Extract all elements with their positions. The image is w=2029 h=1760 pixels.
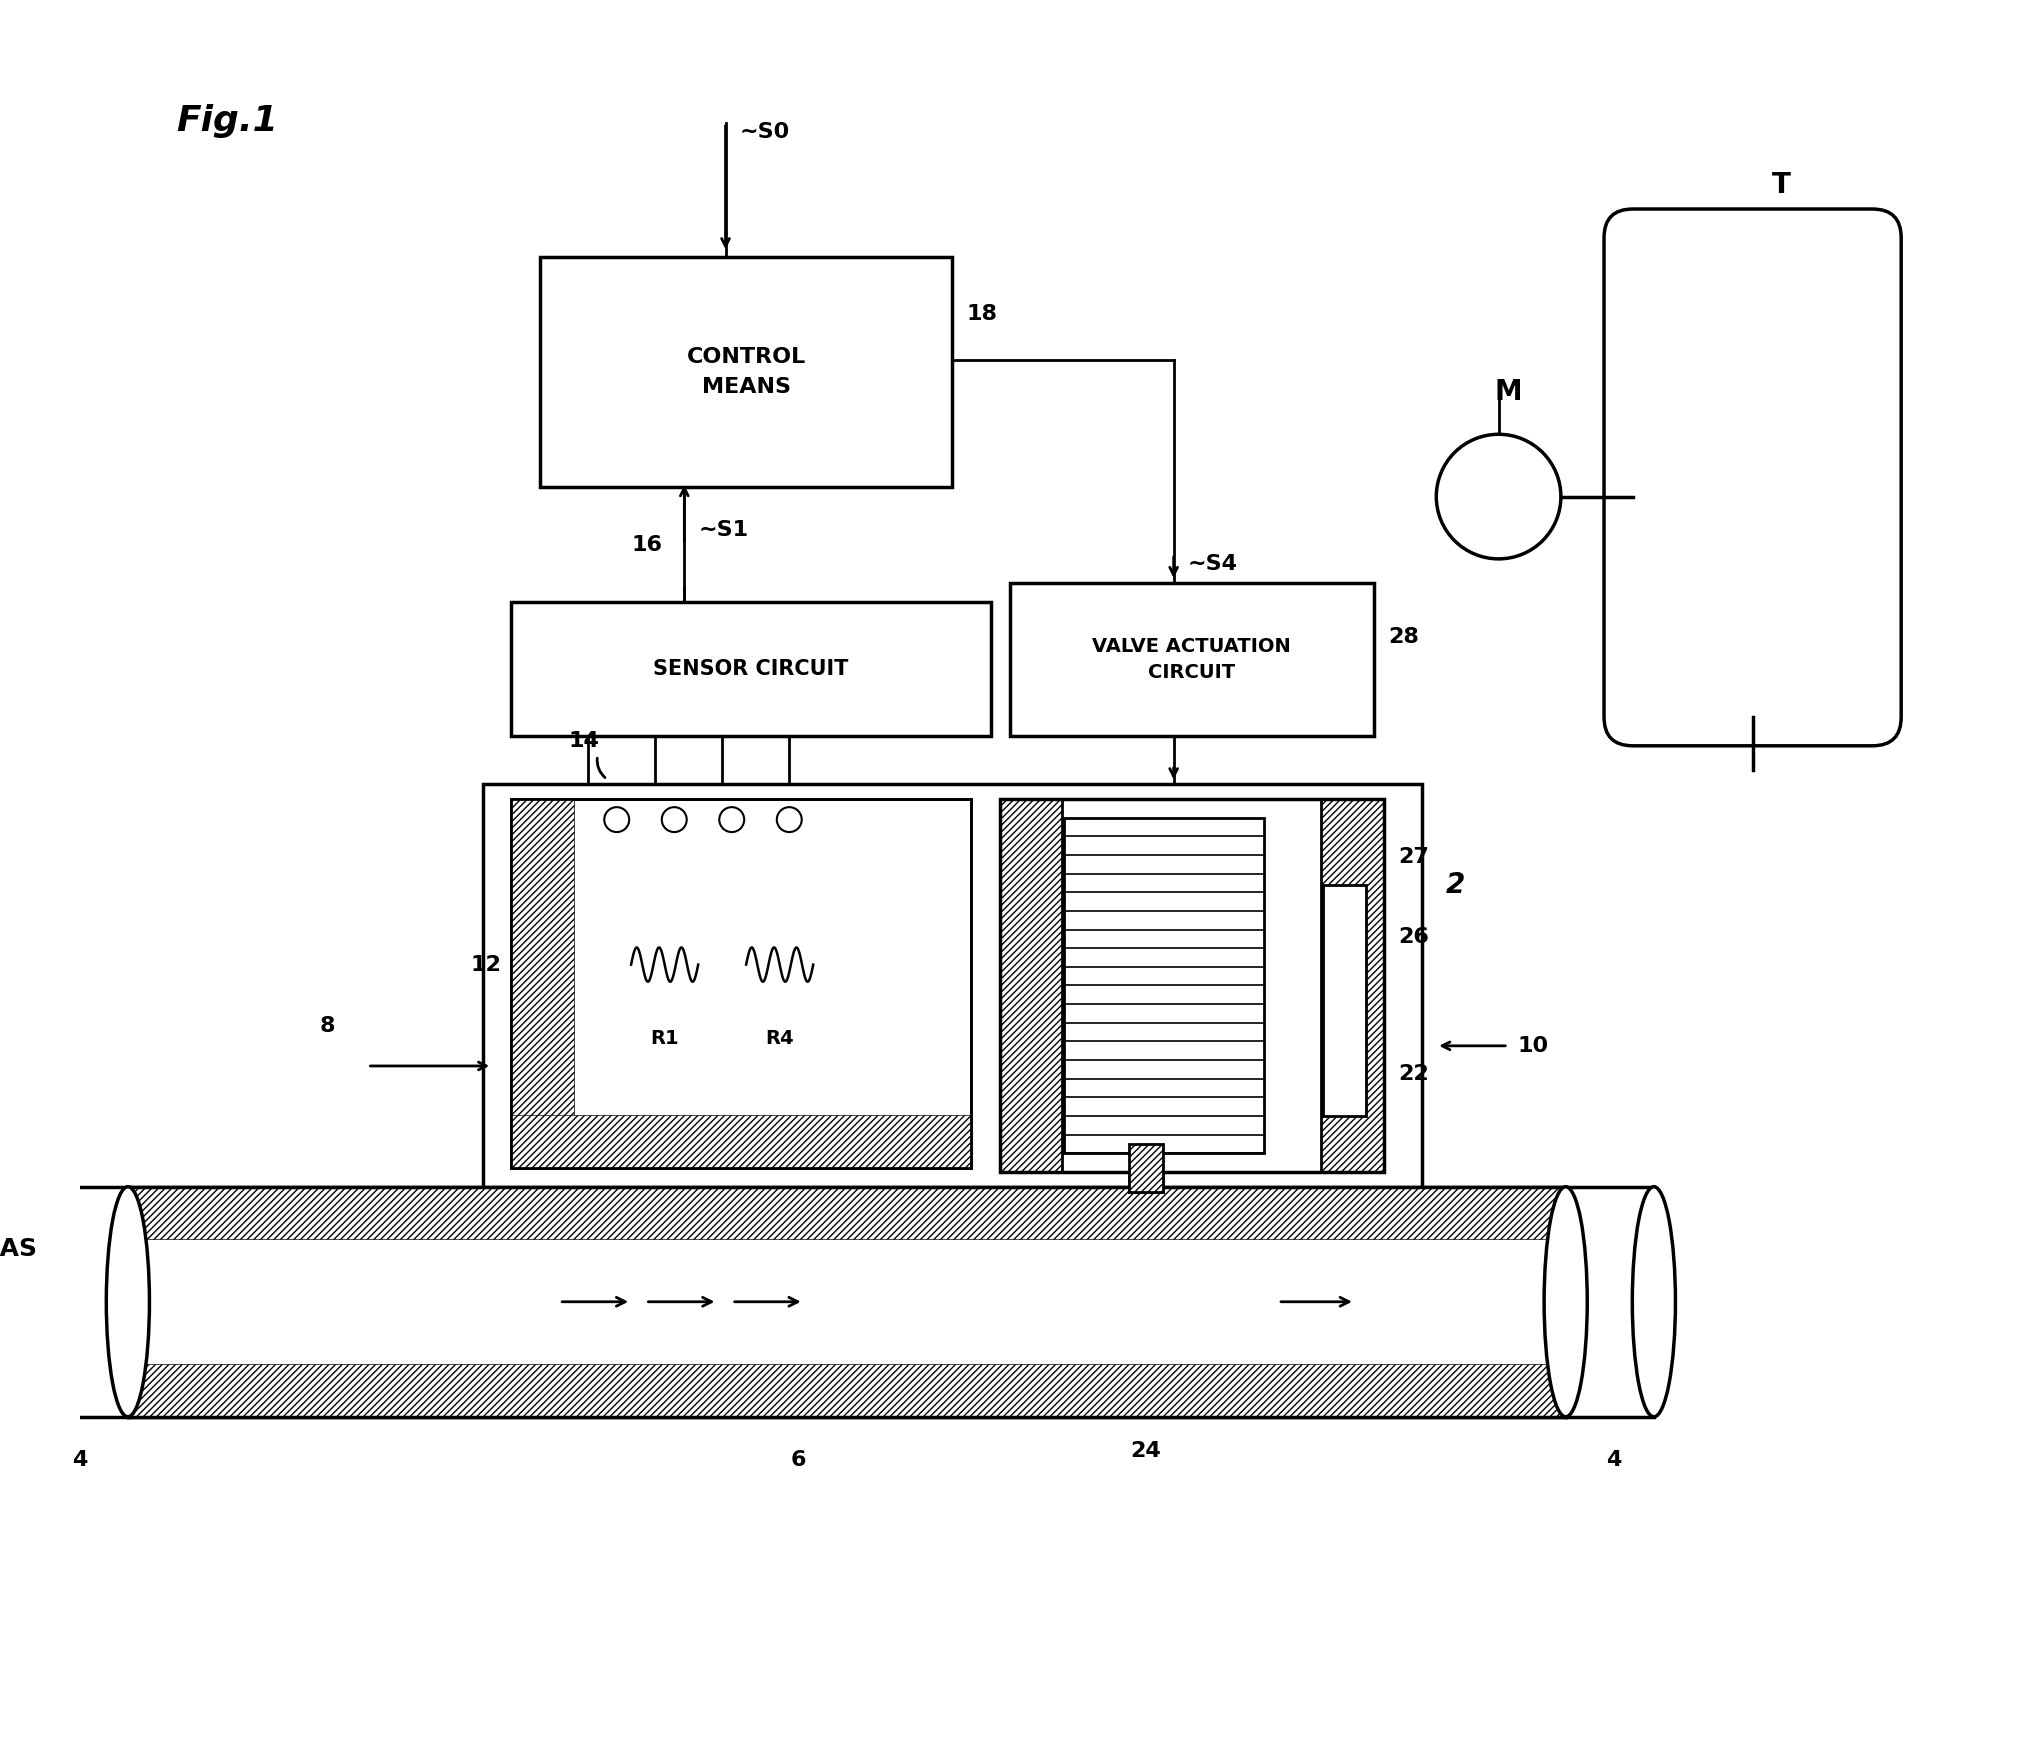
Bar xyxy=(128,1186,1566,1239)
Bar xyxy=(1321,799,1384,1172)
Text: GAS: GAS xyxy=(0,1237,37,1262)
Text: R1: R1 xyxy=(651,1030,680,1047)
Bar xyxy=(1010,583,1374,736)
Text: 4: 4 xyxy=(73,1450,87,1470)
Text: CONTROL
MEANS: CONTROL MEANS xyxy=(686,347,806,396)
Bar xyxy=(511,799,972,1167)
Text: 16: 16 xyxy=(631,535,663,554)
Bar xyxy=(511,1114,972,1167)
Bar xyxy=(43,1186,130,1417)
Ellipse shape xyxy=(1544,1186,1587,1417)
Text: ~S4: ~S4 xyxy=(1189,554,1238,574)
Text: 18: 18 xyxy=(966,304,998,324)
Bar xyxy=(1323,885,1366,1116)
Text: 24: 24 xyxy=(1130,1441,1161,1461)
Text: Fig.1: Fig.1 xyxy=(177,104,278,137)
Text: ~S1: ~S1 xyxy=(698,521,749,540)
Bar xyxy=(540,257,952,488)
Text: 14: 14 xyxy=(568,730,601,750)
Bar xyxy=(1065,818,1264,1153)
Text: 4: 4 xyxy=(1605,1450,1621,1470)
Bar xyxy=(511,799,574,1167)
Bar xyxy=(1566,1186,1654,1417)
Bar xyxy=(511,602,990,736)
Ellipse shape xyxy=(106,1186,150,1417)
Text: R4: R4 xyxy=(765,1030,793,1047)
Bar xyxy=(128,1364,1566,1417)
Text: 6: 6 xyxy=(791,1450,808,1470)
Text: 26: 26 xyxy=(1398,928,1428,947)
Bar xyxy=(128,1186,1566,1417)
Text: 28: 28 xyxy=(1388,627,1418,646)
Text: SENSOR CIRCUIT: SENSOR CIRCUIT xyxy=(653,658,848,679)
Bar xyxy=(511,799,972,1167)
Text: M: M xyxy=(1495,377,1522,405)
Text: 2: 2 xyxy=(1447,871,1465,899)
Text: 27: 27 xyxy=(1398,847,1428,866)
Bar xyxy=(1128,1144,1163,1192)
Text: 22: 22 xyxy=(1398,1065,1428,1084)
Text: 12: 12 xyxy=(471,956,501,975)
Text: ~S0: ~S0 xyxy=(741,123,789,143)
Ellipse shape xyxy=(1631,1186,1676,1417)
Text: 8: 8 xyxy=(321,1016,335,1035)
Bar xyxy=(128,1186,1566,1417)
Bar xyxy=(1000,799,1063,1172)
Text: 10: 10 xyxy=(1518,1037,1548,1056)
FancyBboxPatch shape xyxy=(1605,209,1901,746)
Ellipse shape xyxy=(20,1186,63,1417)
Text: VALVE ACTUATION
CIRCUIT: VALVE ACTUATION CIRCUIT xyxy=(1092,637,1290,683)
Bar xyxy=(1000,799,1384,1172)
Bar xyxy=(1128,1177,1163,1192)
Text: T: T xyxy=(1771,171,1792,199)
Bar xyxy=(483,785,1422,1186)
